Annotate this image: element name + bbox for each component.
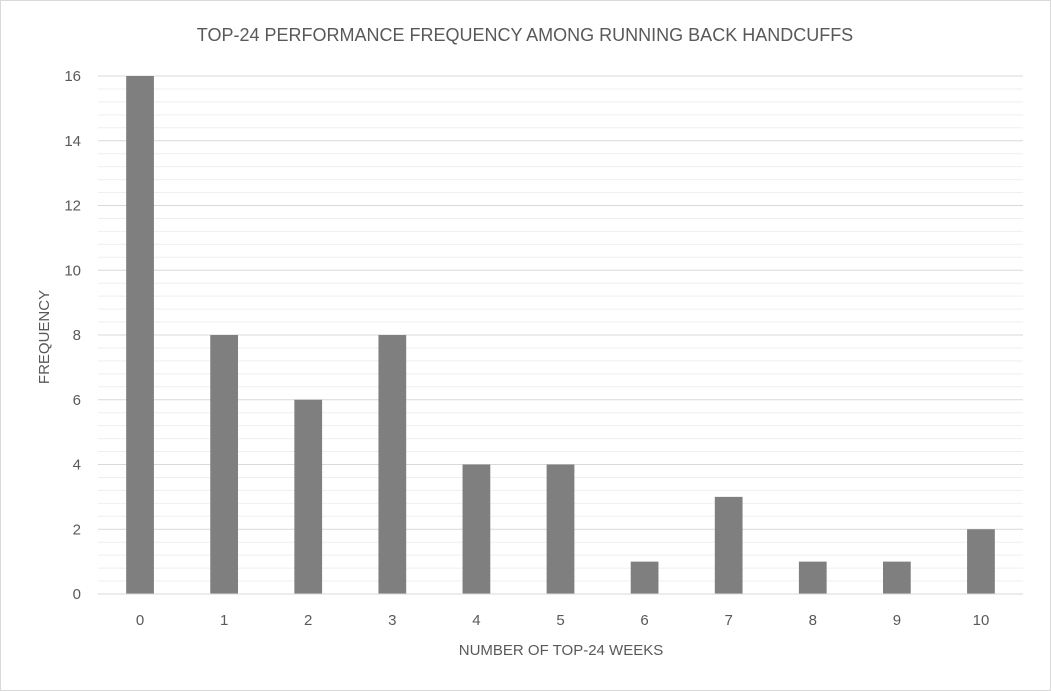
y-tick-label: 0 <box>73 586 81 603</box>
y-tick-label: 6 <box>73 392 81 409</box>
bar <box>294 399 323 594</box>
x-tick-label: 6 <box>640 612 648 629</box>
x-tick-label: 8 <box>809 612 817 629</box>
x-tick-label: 10 <box>973 612 990 629</box>
y-tick-label: 12 <box>64 198 81 215</box>
bar <box>798 561 827 594</box>
chart-title: TOP-24 PERFORMANCE FREQUENCY AMONG RUNNI… <box>197 25 853 45</box>
y-tick-label: 4 <box>73 457 81 474</box>
x-axis-title: NUMBER OF TOP-24 WEEKS <box>459 642 664 659</box>
bar <box>546 464 575 594</box>
y-tick-label: 8 <box>73 327 81 344</box>
bar <box>714 496 743 594</box>
y-tick-label: 2 <box>73 521 81 538</box>
x-tick-label: 4 <box>472 612 480 629</box>
bar <box>882 561 911 594</box>
x-tick-label: 9 <box>893 612 901 629</box>
minor-grid <box>98 88 1023 582</box>
y-tick-labels: 0 2 4 6 8 10 12 14 16 <box>64 68 81 603</box>
x-tick-label: 1 <box>220 612 228 629</box>
bar <box>126 76 154 594</box>
y-axis-title: FREQUENCY <box>36 290 53 384</box>
x-tick-label: 5 <box>556 612 564 629</box>
bar <box>630 561 659 594</box>
y-tick-label: 16 <box>64 68 81 85</box>
x-tick-label: 7 <box>725 612 733 629</box>
x-tick-label: 3 <box>388 612 396 629</box>
x-tick-labels: 0 1 2 3 4 5 6 7 8 9 10 <box>136 612 989 629</box>
bar <box>378 335 407 594</box>
bar <box>210 335 239 594</box>
bar <box>462 464 491 594</box>
bar-series <box>126 76 995 594</box>
x-tick-label: 2 <box>304 612 312 629</box>
bar <box>967 529 995 594</box>
x-tick-label: 0 <box>136 612 144 629</box>
y-tick-label: 10 <box>64 262 81 279</box>
y-tick-label: 14 <box>64 133 81 150</box>
